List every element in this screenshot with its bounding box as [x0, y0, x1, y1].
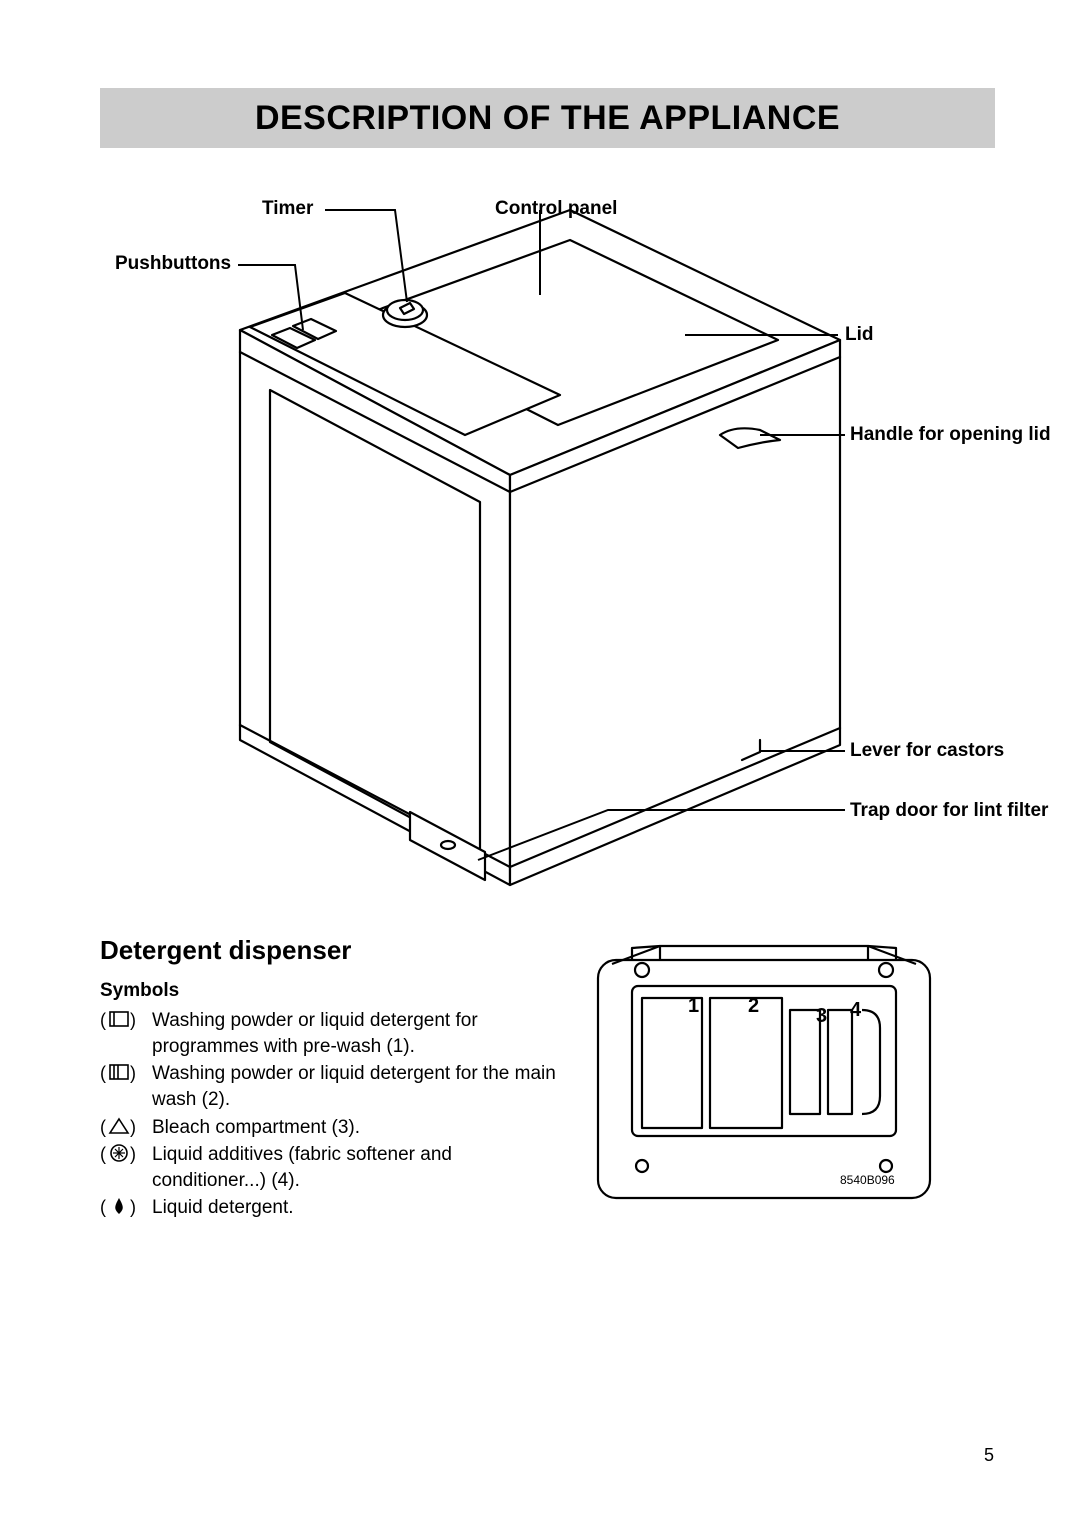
page-number: 5	[984, 1445, 994, 1466]
symbol-text: Washing powder or liquid detergent for p…	[152, 1008, 570, 1059]
drop-icon: ()	[100, 1195, 152, 1221]
svg-text:): )	[130, 1197, 136, 1217]
svg-text:(: (	[100, 1197, 106, 1217]
symbol-text: Bleach compartment (3).	[152, 1115, 570, 1141]
dispenser-num-4: 4	[850, 999, 862, 1021]
label-handle: Handle for opening lid	[850, 424, 1051, 446]
svg-text:): )	[130, 1144, 136, 1164]
symbol-row-prewash: () Washing powder or liquid detergent fo…	[100, 1008, 570, 1059]
svg-text:): )	[130, 1117, 136, 1137]
symbol-row-bleach: () Bleach compartment (3).	[100, 1115, 570, 1141]
dispenser-num-1: 1	[688, 995, 699, 1017]
label-lever: Lever for castors	[850, 740, 1004, 762]
appliance-diagram: Timer Control panel Pushbuttons Lid Hand…	[100, 180, 995, 910]
svg-text:(: (	[100, 1117, 106, 1137]
flower-icon: ()	[100, 1142, 152, 1193]
title-bar: DESCRIPTION OF THE APPLIANCE	[100, 88, 995, 148]
dispenser-num-3: 3	[816, 1005, 827, 1027]
label-trap: Trap door for lint filter	[850, 800, 1048, 822]
label-pushbuttons: Pushbuttons	[115, 253, 231, 275]
label-lid: Lid	[845, 324, 874, 346]
page: DESCRIPTION OF THE APPLIANCE	[0, 0, 1080, 1528]
svg-text:): )	[130, 1063, 136, 1083]
svg-text:(: (	[100, 1010, 106, 1030]
symbol-text: Liquid additives (fabric softener and co…	[152, 1142, 570, 1193]
detergent-heading: Detergent dispenser	[100, 935, 351, 966]
mainwash-icon: ()	[100, 1061, 152, 1112]
label-timer: Timer	[262, 198, 313, 220]
dispenser-illustration: 1 2 3 4 8540B096	[592, 940, 937, 1205]
dispenser-num-2: 2	[748, 995, 759, 1017]
symbol-row-mainwash: () Washing powder or liquid detergent fo…	[100, 1061, 570, 1112]
svg-text:): )	[130, 1010, 136, 1030]
svg-text:(: (	[100, 1063, 106, 1083]
symbol-text: Washing powder or liquid detergent for t…	[152, 1061, 570, 1112]
label-control-panel: Control panel	[495, 198, 617, 220]
symbols-list: () Washing powder or liquid detergent fo…	[100, 1008, 570, 1223]
dispenser-code-text: 8540B096	[840, 1173, 895, 1187]
page-title: DESCRIPTION OF THE APPLIANCE	[255, 99, 840, 138]
symbol-text: Liquid detergent.	[152, 1195, 570, 1221]
bleach-icon: ()	[100, 1115, 152, 1141]
symbols-heading: Symbols	[100, 980, 179, 1002]
svg-text:(: (	[100, 1144, 106, 1164]
prewash-icon: ()	[100, 1008, 152, 1059]
symbol-row-liquid: () Liquid detergent.	[100, 1195, 570, 1221]
symbol-row-additives: () Liquid additives (fabric softener and…	[100, 1142, 570, 1193]
